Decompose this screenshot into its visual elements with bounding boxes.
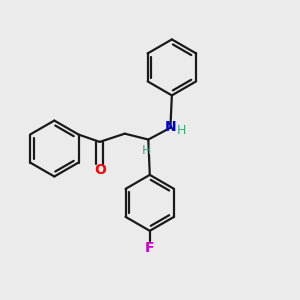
Text: H: H <box>177 124 186 136</box>
Text: H: H <box>142 144 152 157</box>
Text: N: N <box>165 120 177 134</box>
Text: F: F <box>145 241 154 255</box>
Text: O: O <box>94 164 106 178</box>
